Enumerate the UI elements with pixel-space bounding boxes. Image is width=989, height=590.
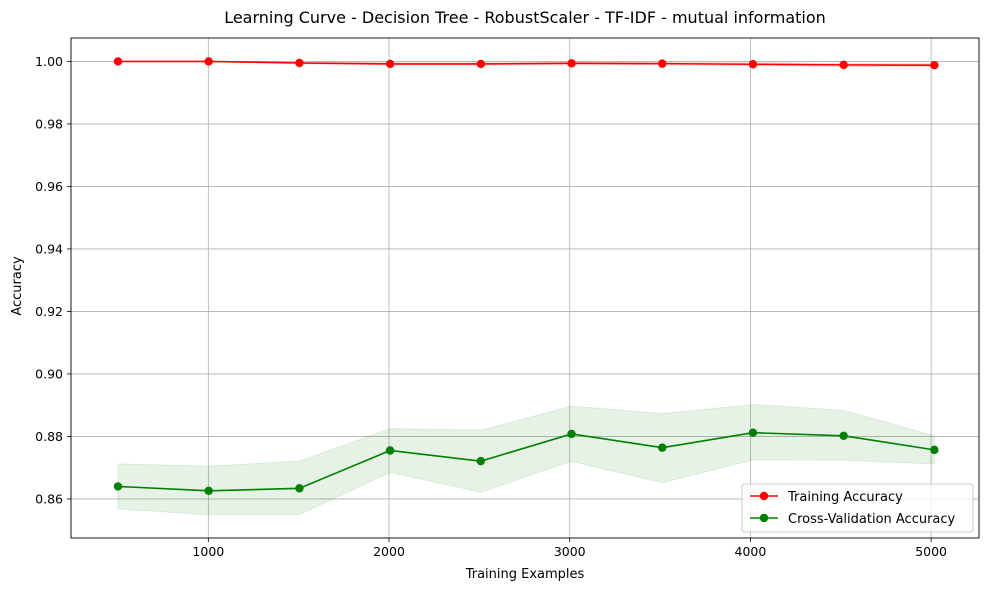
cross-validation-accuracy-point [658,443,667,452]
x-tick-label: 2000 [373,544,405,559]
training-accuracy-line [117,60,935,66]
y-tick-label: 1.00 [35,54,63,69]
series-points [113,57,939,496]
cross-validation-accuracy-point [930,445,939,455]
training-accuracy-point [204,57,213,66]
x-tick-label: 1000 [192,544,224,559]
training-accuracy-point [567,59,576,68]
series-lines [117,60,935,492]
training-accuracy-point [295,58,304,68]
training-accuracy-point [839,60,848,70]
cross-validation-accuracy-point [839,431,848,441]
y-tick-label: 0.98 [35,116,63,131]
cross-validation-accuracy-band [117,404,935,516]
x-tick-label: 5000 [915,544,947,559]
y-tick-label: 0.96 [35,179,63,194]
legend-label-cross-validation: Cross-Validation Accuracy [788,512,956,527]
cross-validation-accuracy-point [567,429,576,439]
legend: Training Accuracy Cross-Validation Accur… [741,483,974,533]
y-tick-label: 0.90 [35,366,63,381]
y-axis-label: Accuracy [10,256,25,316]
training-accuracy-point [476,59,486,69]
cross-validation-accuracy-point [113,482,123,491]
legend-label-training: Training Accuracy [787,490,903,505]
legend-box [741,483,974,533]
x-axis-ticks: 1000 2000 3000 4000 5000 [192,538,947,559]
y-axis-ticks: 0.86 0.88 0.90 0.92 0.94 0.96 0.98 1.00 [35,54,71,506]
training-accuracy-point [748,60,758,69]
y-tick-label: 0.88 [35,429,63,444]
plot-frame [70,37,980,539]
y-tick-label: 0.94 [35,241,63,256]
y-tick-label: 0.92 [35,304,63,319]
training-accuracy-point [658,59,667,68]
cross-validation-accuracy-line [117,431,935,492]
cross-validation-accuracy-point [295,484,304,493]
x-tick-label: 3000 [554,544,586,559]
training-accuracy-point [385,59,395,69]
x-tick-label: 4000 [735,544,767,559]
cross-validation-accuracy-point [204,486,213,496]
grid-lines [71,38,979,538]
y-tick-label: 0.86 [35,491,63,506]
training-accuracy-point [113,57,123,66]
legend-marker-cross-validation [759,513,769,523]
cross-validation-accuracy-point [385,446,395,455]
training-accuracy-point [930,60,939,70]
cross-validation-accuracy-point [476,456,486,466]
legend-marker-training [759,491,769,501]
chart-title: Learning Curve - Decision Tree - RobustS… [224,8,826,27]
cross-validation-accuracy-point [748,428,758,437]
x-axis-label: Training Examples [465,567,585,582]
